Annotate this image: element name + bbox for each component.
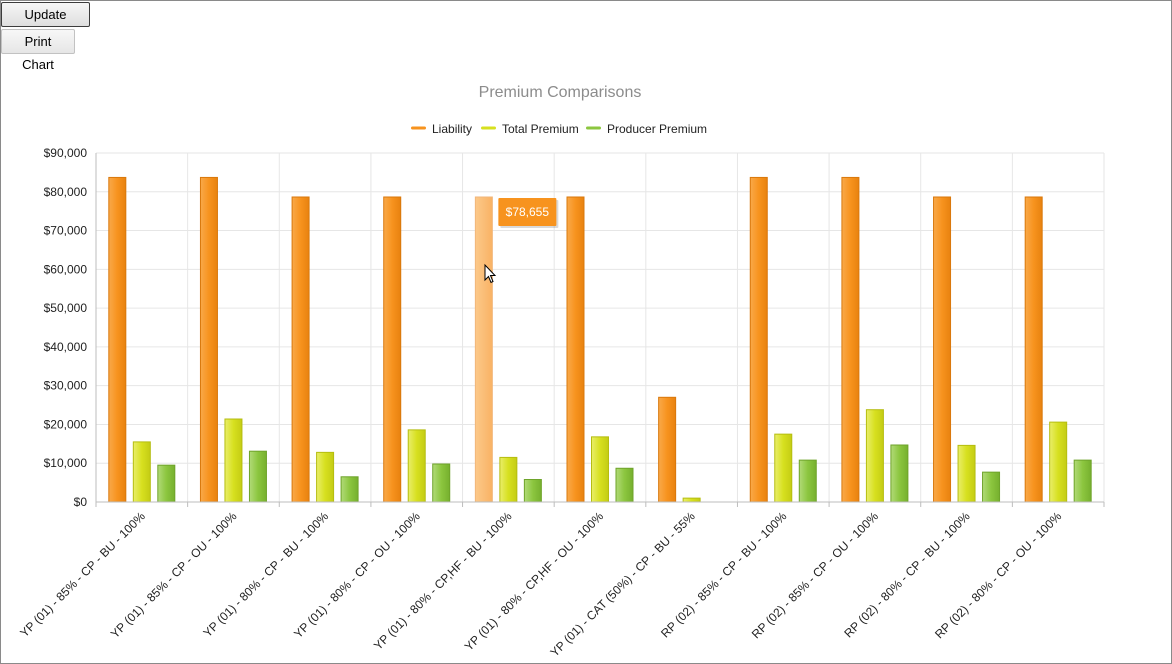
mouse-cursor-icon	[484, 263, 497, 284]
legend-item-producer-premium[interactable]: Producer Premium	[586, 122, 707, 136]
bar-liability[interactable]	[841, 176, 860, 503]
bar-producer-premium[interactable]	[1073, 459, 1092, 503]
bar-producer-premium[interactable]	[890, 444, 909, 503]
bar-liability[interactable]	[566, 196, 585, 503]
legend-item-liability[interactable]: Liability	[411, 122, 472, 136]
bar-producer-premium[interactable]	[340, 476, 359, 503]
bar-total-premium[interactable]	[407, 429, 426, 503]
y-tick-label: $50,000	[44, 301, 88, 315]
y-tick-label: $0	[74, 495, 88, 509]
bar-total-premium[interactable]	[865, 409, 884, 503]
bar-total-premium[interactable]	[316, 451, 335, 503]
legend-item-total-premium[interactable]: Total Premium	[481, 122, 579, 136]
tooltip-value: $78,655	[506, 205, 550, 219]
chart-tooltip: $78,655	[498, 197, 559, 228]
bar-total-premium[interactable]	[682, 497, 701, 503]
print-chart-button[interactable]: Print Chart	[1, 29, 75, 72]
bar-liability[interactable]	[474, 196, 493, 503]
bar-producer-premium[interactable]	[982, 471, 1001, 503]
bar-total-premium[interactable]	[499, 456, 518, 503]
legend-label: Liability	[432, 122, 472, 136]
chart-legend: Liability Total Premium Producer Premium	[411, 122, 707, 136]
bar-total-premium[interactable]	[591, 436, 609, 503]
bar-liability[interactable]	[108, 176, 127, 503]
y-tick-label: $70,000	[44, 224, 88, 238]
legend-label: Total Premium	[502, 122, 579, 136]
legend-label: Producer Premium	[607, 122, 707, 136]
bar-liability[interactable]	[199, 176, 218, 503]
chart-title: Premium Comparisons	[479, 84, 642, 101]
y-tick-label: $20,000	[44, 417, 88, 431]
y-tick-label: $30,000	[44, 379, 88, 393]
bar-total-premium[interactable]	[957, 444, 976, 503]
chart-bars	[108, 176, 1092, 503]
bar-liability[interactable]	[933, 196, 952, 503]
bar-producer-premium[interactable]	[615, 467, 634, 503]
bar-total-premium[interactable]	[224, 418, 243, 503]
bar-producer-premium[interactable]	[432, 463, 451, 503]
bar-liability[interactable]	[1024, 196, 1043, 503]
y-tick-label: $40,000	[44, 340, 88, 354]
bar-liability[interactable]	[749, 176, 768, 503]
bar-liability[interactable]	[658, 396, 677, 503]
bar-liability[interactable]	[291, 196, 310, 503]
bar-producer-premium[interactable]	[157, 464, 176, 503]
y-axis: $0 $10,000 $20,000 $30,000 $40,000 $50,000 $60…	[44, 146, 97, 509]
y-tick-label: $90,000	[44, 146, 88, 160]
bar-total-premium[interactable]	[1049, 421, 1068, 503]
bar-producer-premium[interactable]	[523, 479, 542, 503]
bar-total-premium[interactable]	[774, 433, 793, 503]
y-tick-label: $60,000	[44, 262, 88, 276]
y-tick-label: $10,000	[44, 456, 88, 470]
legend-swatch	[411, 126, 426, 130]
bar-producer-premium[interactable]	[248, 450, 267, 503]
bar-liability[interactable]	[383, 196, 402, 503]
y-tick-label: $80,000	[44, 185, 88, 199]
legend-swatch	[481, 126, 496, 130]
x-axis: YP (01) - 85% - CP - BU - 100%YP (01) - …	[17, 501, 1105, 659]
x-category-label: YP (01) - CAT (50%) - CP - BU - 55%	[547, 509, 697, 659]
legend-swatch	[586, 126, 601, 130]
bar-producer-premium[interactable]	[798, 459, 817, 503]
tooltip-box	[498, 197, 557, 226]
bar-total-premium[interactable]	[132, 441, 151, 503]
